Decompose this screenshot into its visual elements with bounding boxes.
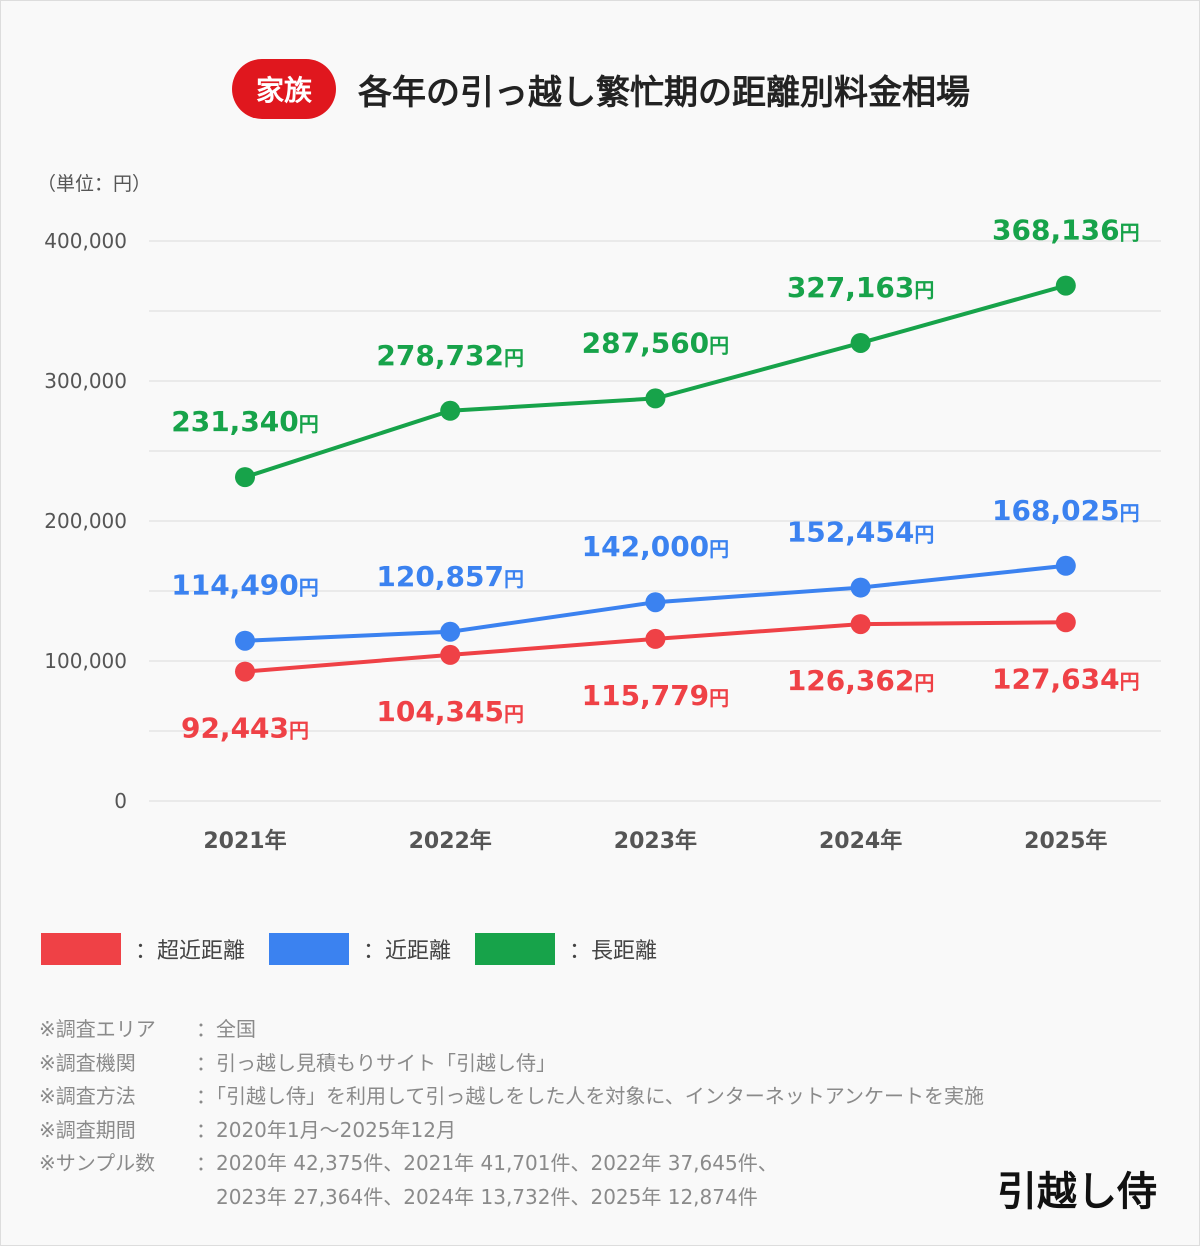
data-point [1055, 555, 1076, 576]
unit-label: （単位：円） [37, 173, 152, 195]
legend-swatch [475, 933, 556, 965]
x-tick-label: 2022年 [409, 828, 492, 854]
note-row: ※調査エリア ：全国 [39, 1013, 984, 1047]
legend-item: ：近距離 [269, 933, 451, 965]
data-label: 126,362円 [787, 664, 935, 697]
brand-logo: 引越し侍 [997, 1169, 1157, 1215]
note-value: ：2020年1月～2025年12月 [196, 1117, 456, 1142]
x-tick-label: 2024年 [819, 828, 902, 854]
note-row: ※サンプル数 ：2020年 42,375件、2021年 41,701件、2022年… [39, 1147, 984, 1181]
x-tick-label: 2025年 [1024, 828, 1107, 854]
note-row: ※調査期間 ：2020年1月～2025年12月 [39, 1114, 984, 1148]
note-key: ※サンプル数 [39, 1151, 156, 1175]
note-value: ：「引越し侍」を利用して引っ越しをした人を対象に、インターネットアンケートを実施 [196, 1084, 984, 1108]
data-point [235, 630, 255, 651]
data-label: 327,163円 [787, 271, 935, 304]
category-badge: 家族 [231, 59, 336, 119]
data-point [235, 467, 255, 488]
note-value: ：引っ越し見積もりサイト「引越し侍」 [196, 1050, 556, 1075]
data-label: 152,454円 [787, 516, 935, 549]
note-value: ：全国 [196, 1017, 256, 1041]
chart-title: 各年の引っ越し繁忙期の距離別料金相場 [358, 72, 970, 113]
legend: ：超近距離 ：近距離 ：長距離 [41, 933, 681, 965]
legend-swatch [41, 933, 121, 965]
note-key: ※調査方法 [39, 1084, 136, 1108]
y-tick-label: 200,000 [44, 509, 127, 533]
data-point [1055, 275, 1076, 296]
y-tick-label: 400,000 [44, 229, 127, 253]
data-label: 92,443円 [181, 712, 309, 745]
y-tick-label: 0 [114, 789, 127, 813]
y-tick-label: 100,000 [44, 649, 127, 673]
note-row: ※調査機関 ：引っ越し見積もりサイト「引越し侍」 [39, 1047, 984, 1081]
data-point [850, 577, 871, 598]
line-chart: 0 100,000 200,000 300,000 400,000 2021年 2022年 2… [44, 214, 1161, 854]
legend-label: ：長距離 [569, 939, 658, 964]
note-key: ※調査エリア [39, 1017, 156, 1041]
data-point [850, 614, 871, 635]
x-tick-label: 2021年 [203, 828, 286, 854]
legend-item: ：超近距離 [41, 933, 245, 965]
data-point [645, 388, 666, 409]
data-point [440, 621, 461, 642]
data-label: 278,732円 [376, 339, 524, 372]
data-label: 287,560円 [582, 326, 730, 359]
data-label: 104,345円 [376, 695, 524, 728]
data-point [645, 628, 666, 649]
data-label: 231,340円 [171, 405, 319, 438]
note-row: ※調査方法 ：「引越し侍」を利用して引っ越しをした人を対象に、インターネットアンケ… [39, 1080, 984, 1114]
legend-label: ：超近距離 [135, 939, 246, 964]
data-point [850, 332, 871, 353]
legend-label: ：近距離 [363, 939, 452, 964]
data-point [440, 400, 461, 421]
data-label: 168,025円 [992, 494, 1140, 527]
note-row: 2023年 27,364件、2024年 13,732件、2025年 12,874… [39, 1181, 984, 1215]
legend-swatch [269, 933, 350, 965]
y-tick-label: 300,000 [44, 369, 127, 393]
note-key [39, 1181, 196, 1215]
data-point [440, 644, 461, 665]
data-label: 120,857円 [376, 560, 524, 593]
note-value: ：2020年 42,375件、2021年 41,701件、2022年 37,64… [196, 1151, 778, 1175]
data-label: 142,000円 [582, 530, 730, 563]
data-point [645, 592, 666, 613]
data-point [235, 661, 255, 682]
data-label: 115,779円 [582, 679, 730, 712]
data-label: 127,634円 [992, 662, 1140, 695]
legend-item: ：長距離 [475, 933, 657, 965]
data-label: 114,490円 [171, 569, 319, 602]
x-tick-label: 2023年 [614, 828, 697, 854]
note-value: 2023年 27,364件、2024年 13,732件、2025年 12,874… [196, 1184, 758, 1209]
header: 家族 各年の引っ越し繁忙期の距離別料金相場 [1, 59, 1199, 119]
note-key: ※調査機関 [39, 1050, 136, 1075]
data-label: 368,136円 [992, 214, 1140, 247]
survey-notes: ※調査エリア ：全国 ※調査機関 ：引っ越し見積もりサイト「引越し侍」 ※調査方法 ：… [39, 1013, 984, 1214]
data-point [1055, 612, 1076, 633]
note-key: ※調査期間 [39, 1117, 136, 1142]
